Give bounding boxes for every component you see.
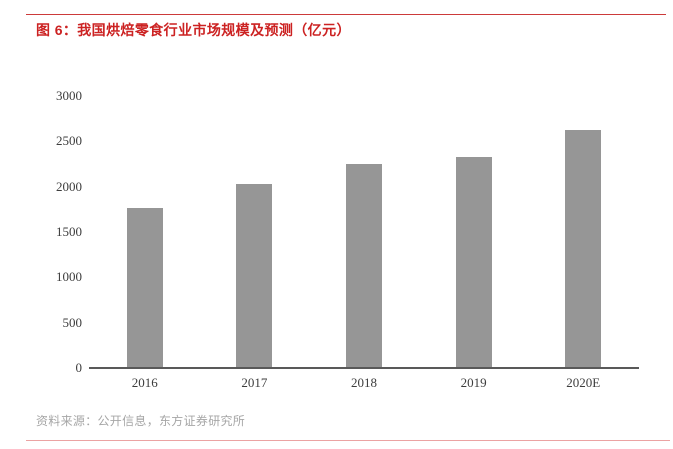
x-axis-tick-label: 2018 <box>350 375 377 390</box>
bar-2019 <box>455 156 492 368</box>
bar-chart: 0 500 1000 1500 2000 2500 3000 2016 2017 2018 201… <box>56 88 639 391</box>
bar-slot <box>419 96 529 368</box>
x-axis-line <box>89 367 639 369</box>
figure-title: 图 6：我国烘焙零食行业市场规模及预测（亿元） <box>36 22 351 38</box>
plot-area <box>90 96 638 368</box>
bar-slot <box>528 96 638 368</box>
x-axis-tick-label: 2016 <box>131 375 158 390</box>
y-axis-tick-label: 1000 <box>56 269 82 285</box>
y-axis-tick-label: 2000 <box>56 178 82 194</box>
bar-2018 <box>345 164 382 368</box>
x-axis: 2016 2017 2018 2019 2020E <box>90 375 638 391</box>
bottom-divider-rule <box>26 440 670 441</box>
bar-slot <box>200 96 310 368</box>
x-axis-tick-label: 2017 <box>241 375 268 390</box>
y-axis-tick-label: 3000 <box>56 88 82 103</box>
y-axis-tick-label: 500 <box>62 314 83 330</box>
y-axis-tick-label: 0 <box>75 360 83 375</box>
y-axis-tick-label: 1500 <box>56 224 82 239</box>
bar-2020E <box>565 130 602 368</box>
x-axis-tick-label: 2020E <box>566 375 601 390</box>
x-axis-tick-label: 2019 <box>460 375 487 390</box>
y-axis-tick-label: 2500 <box>56 133 82 149</box>
bar-2016 <box>126 207 163 368</box>
bar-slot <box>90 96 200 368</box>
bar-slot <box>309 96 419 368</box>
top-divider-rule <box>26 14 666 15</box>
source-note: 资料来源：公开信息，东方证券研究所 <box>36 414 246 428</box>
bar-2017 <box>236 183 273 368</box>
